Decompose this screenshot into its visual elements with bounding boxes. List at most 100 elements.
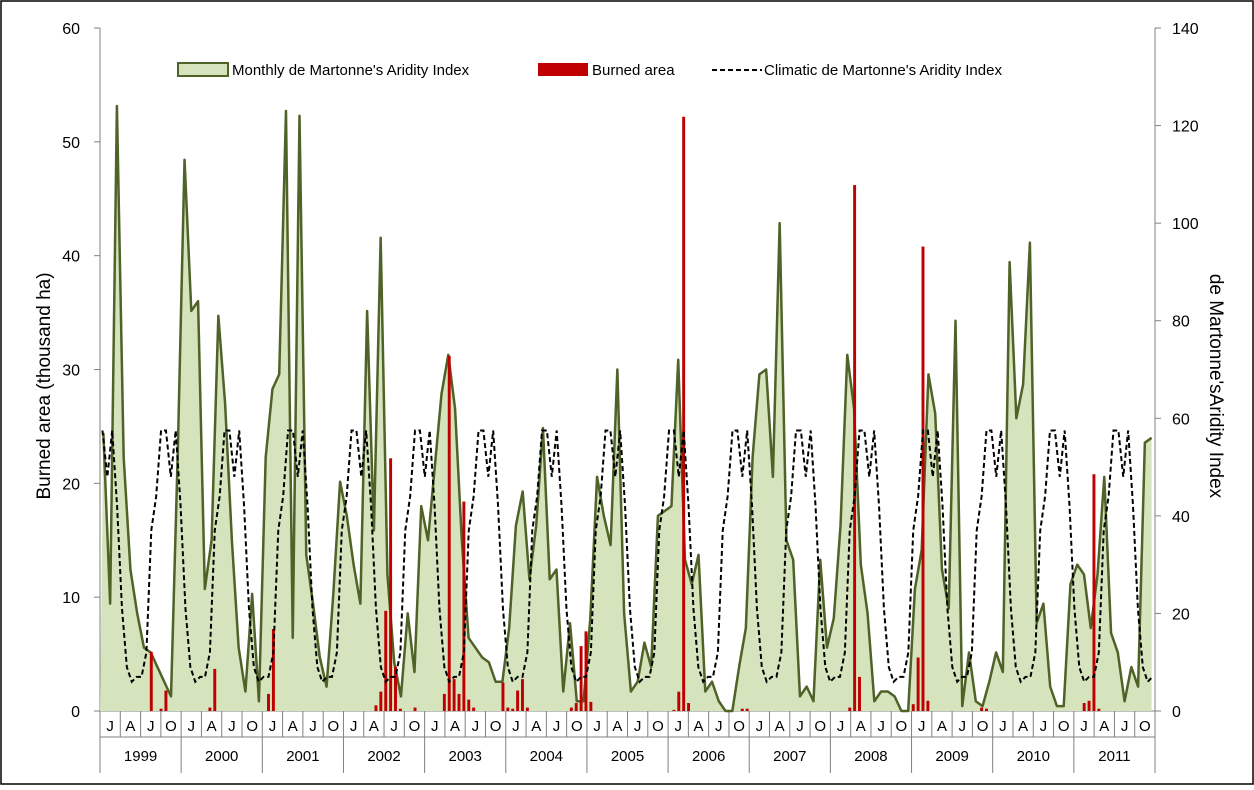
legend-line-label: Climatic de Martonne's Aridity Index [764, 62, 1002, 79]
year-label: 1999 [124, 748, 157, 765]
burned-area-bar [447, 355, 451, 711]
year-label: 2007 [773, 748, 806, 765]
y-right-tick-label: 60 [1172, 411, 1190, 428]
burned-area-bar [926, 700, 930, 711]
monthly-index-area [100, 106, 1152, 711]
month-label: A [531, 718, 541, 735]
y-right-tick-label: 100 [1172, 216, 1199, 233]
legend: Monthly de Martonne's Aridity Index Burn… [177, 62, 1002, 79]
year-label: 2005 [611, 748, 644, 765]
y-axis-right-title: de Martonne'sAridity Index [1205, 274, 1226, 499]
burned-area-bar [271, 629, 275, 711]
month-label: J [715, 718, 723, 735]
month-label: O [1058, 718, 1070, 735]
burned-area-bar [589, 701, 593, 711]
month-label: J [390, 718, 398, 735]
month-label: J [188, 718, 196, 735]
month-label: A [612, 718, 622, 735]
y-left-tick-label: 30 [62, 363, 80, 380]
month-label: J [674, 718, 682, 735]
burned-area-bar [569, 707, 573, 711]
burned-area-bars-layer [149, 116, 1101, 712]
burned-area-bar [740, 708, 744, 711]
burned-area-bar [208, 707, 212, 711]
month-label: J [1040, 718, 1048, 735]
month-label: J [431, 718, 439, 735]
legend-bars-swatch [538, 63, 588, 76]
year-label: 2001 [286, 748, 319, 765]
burned-area-bar [442, 693, 446, 711]
y-axis-left-title: Burned area (thousand ha) [34, 272, 55, 499]
burned-area-bar [384, 610, 388, 711]
burned-area-bar [677, 691, 681, 711]
y-left-tick-label: 40 [62, 249, 80, 266]
burned-area-bar [1092, 474, 1096, 711]
month-label: J [553, 718, 561, 735]
year-label: 2010 [1017, 748, 1050, 765]
burned-area-bar [413, 707, 417, 711]
month-label: J [1080, 718, 1088, 735]
burned-area-bar [457, 693, 461, 711]
y-right-tick-label: 140 [1172, 21, 1199, 38]
burned-area-bar [379, 691, 383, 711]
y-right-tick-label: 0 [1172, 704, 1181, 721]
month-label: J [756, 718, 764, 735]
month-label: O [814, 718, 826, 735]
burned-area-bar [159, 708, 163, 711]
month-label: A [1018, 718, 1028, 735]
month-label: J [593, 718, 601, 735]
burned-area-bar [682, 116, 686, 712]
y-left-tick-label: 10 [62, 590, 80, 607]
month-label: A [937, 718, 947, 735]
year-label: 2006 [692, 748, 725, 765]
legend-area-swatch [177, 62, 229, 77]
burned-area-bar [267, 693, 270, 711]
month-label: O [490, 718, 502, 735]
month-label: A [450, 718, 460, 735]
month-label: J [877, 718, 885, 735]
month-label: J [837, 718, 845, 735]
y-right-tick-label: 120 [1172, 119, 1199, 136]
burned-area-bar [462, 501, 466, 711]
legend-area-label: Monthly de Martonne's Aridity Index [232, 62, 470, 79]
month-label: A [125, 718, 135, 735]
climatic-index-line-layer [101, 429, 1154, 684]
year-label: 2011 [1098, 748, 1130, 765]
burned-area-bar [916, 657, 920, 711]
month-label: O [733, 718, 745, 735]
burned-area-bar [1097, 708, 1101, 711]
month-label: J [106, 718, 114, 735]
year-label: 2003 [449, 748, 482, 765]
burned-area-bar [858, 676, 861, 711]
month-label: A [856, 718, 866, 735]
burned-area-bar [521, 679, 524, 711]
burned-area-bar [745, 708, 749, 711]
month-label: J [796, 718, 804, 735]
burned-area-bar [672, 709, 676, 711]
month-label: J [512, 718, 520, 735]
year-label: 2000 [205, 748, 238, 765]
y-left-tick-label: 0 [71, 704, 80, 721]
month-label: A [207, 718, 217, 735]
y-right-tick-label: 40 [1172, 509, 1190, 526]
month-label: J [634, 718, 642, 735]
year-label: 2004 [530, 748, 563, 765]
burned-area-bar [511, 708, 515, 711]
month-label: J [269, 718, 277, 735]
month-label: O [977, 718, 989, 735]
month-label: J [350, 718, 358, 735]
month-label: J [918, 718, 926, 735]
burned-area-bar [980, 707, 984, 711]
y-right-tick-label: 20 [1172, 606, 1190, 623]
month-label: A [775, 718, 785, 735]
month-label: A [288, 718, 298, 735]
burned-area-bar [501, 682, 505, 711]
burned-area-bar [389, 458, 393, 711]
burned-area-bar [452, 679, 456, 711]
burned-area-bar [1087, 700, 1091, 711]
month-label: O [165, 718, 177, 735]
month-label: O [571, 718, 583, 735]
